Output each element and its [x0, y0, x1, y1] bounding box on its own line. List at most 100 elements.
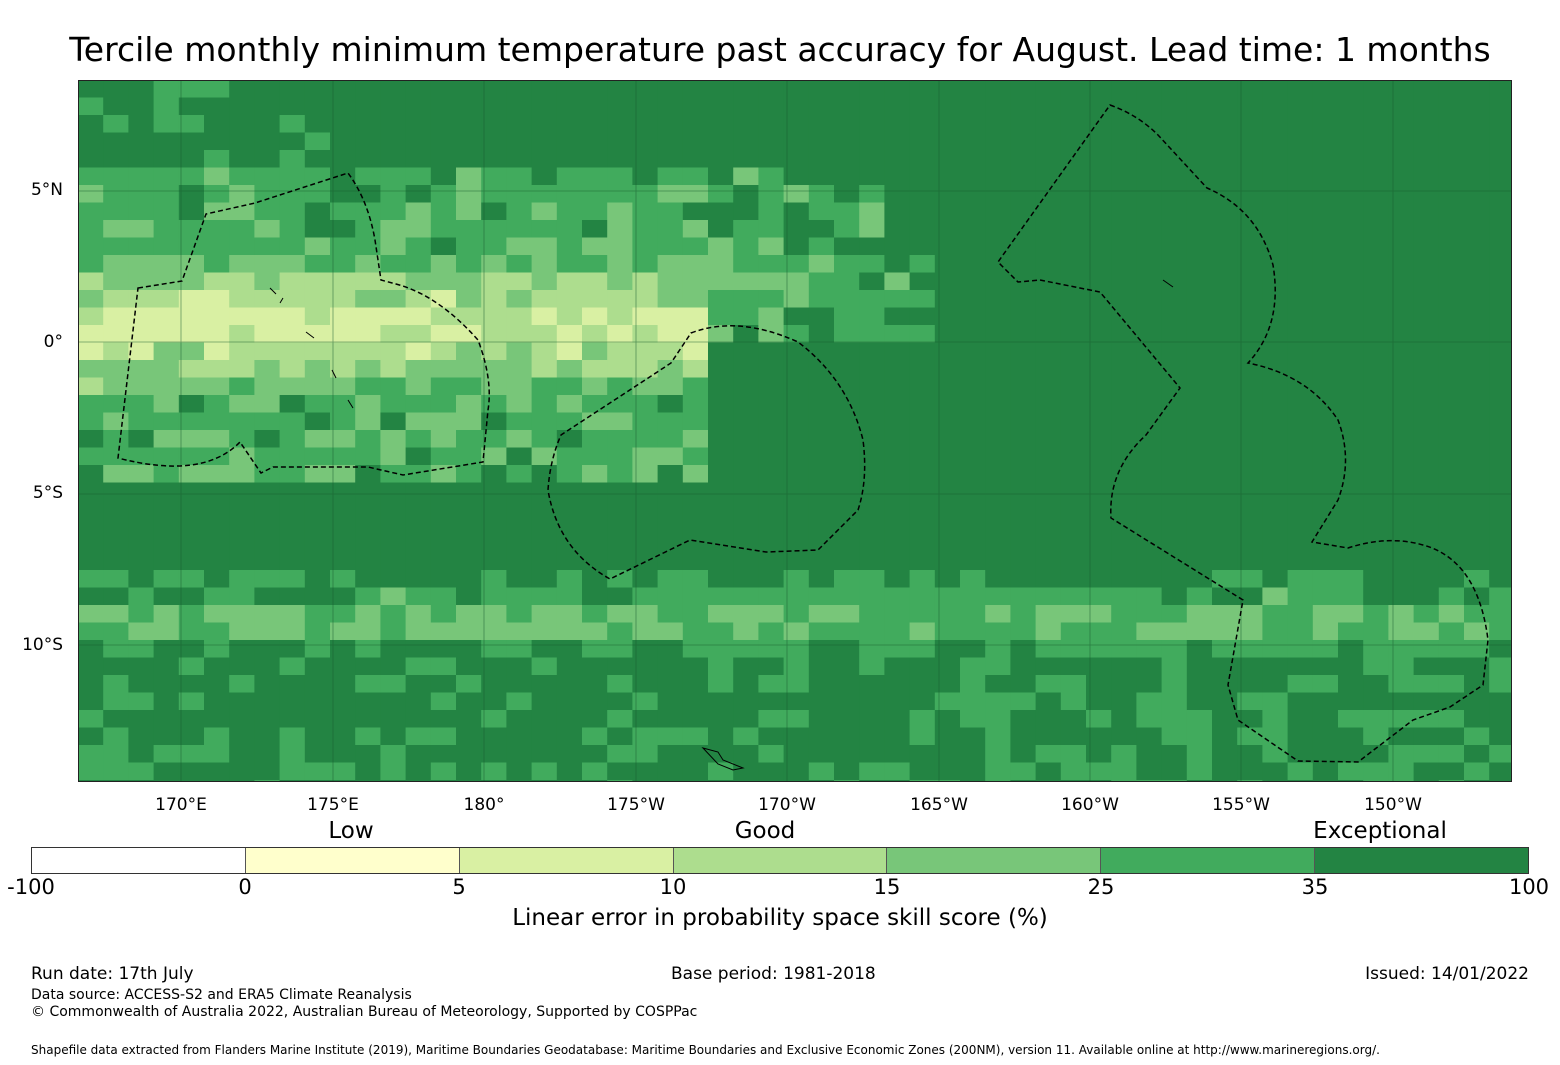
grid-cell	[506, 622, 533, 641]
grid-cell	[909, 377, 936, 396]
grid-cell	[531, 727, 558, 746]
grid-cell	[506, 535, 533, 554]
grid-cell	[355, 412, 381, 431]
lon-label: 170°W	[758, 795, 816, 815]
grid-cell	[682, 675, 709, 694]
grid-cell	[1489, 762, 1512, 781]
grid-cell	[1438, 710, 1465, 729]
grid-cell	[1212, 255, 1238, 274]
grid-cell	[481, 255, 507, 274]
grid-cell	[1136, 185, 1163, 204]
grid-cell	[1413, 622, 1440, 641]
grid-cell	[884, 237, 911, 256]
grid-cell	[405, 500, 432, 519]
grid-cell	[708, 342, 734, 361]
grid-cell	[430, 307, 457, 326]
grid-cell	[1413, 605, 1440, 624]
grid-cell	[1388, 447, 1415, 466]
grid-cell	[884, 727, 911, 746]
grid-cell	[859, 272, 885, 291]
grid-cell	[153, 115, 180, 134]
grid-cell	[1161, 132, 1188, 151]
grid-cell	[1161, 290, 1188, 309]
grid-cell	[304, 150, 331, 169]
grid-cell	[204, 692, 230, 711]
grid-cell	[456, 640, 482, 659]
grid-cell	[733, 570, 759, 589]
grid-cell	[1413, 517, 1440, 536]
colorbar-segment	[1315, 848, 1529, 873]
grid-cell	[1312, 762, 1339, 781]
grid-cell	[1312, 412, 1339, 431]
grid-cell	[1060, 132, 1087, 151]
grid-cell	[380, 97, 407, 116]
grid-cell	[1312, 587, 1339, 606]
grid-cell	[1111, 570, 1137, 589]
grid-cell	[607, 255, 633, 274]
grid-cell	[481, 710, 507, 729]
grid-cell	[506, 202, 533, 221]
grid-cell	[330, 675, 356, 694]
grid-cell	[456, 97, 482, 116]
grid-cell	[783, 535, 810, 554]
grid-cell	[758, 272, 785, 291]
grid-cell	[1312, 482, 1339, 501]
grid-cell	[1413, 360, 1440, 379]
grid-cell	[960, 272, 986, 291]
grid-cell	[708, 727, 734, 746]
grid-cell	[128, 622, 155, 641]
grid-cell	[405, 395, 432, 414]
grid-cell	[204, 132, 230, 151]
grid-cell	[708, 412, 734, 431]
grid-cell	[934, 360, 961, 379]
grid-cell	[556, 202, 583, 221]
grid-cell	[330, 762, 356, 781]
grid-cell	[1464, 762, 1490, 781]
grid-cell	[128, 675, 155, 694]
grid-cell	[254, 185, 281, 204]
grid-cell	[380, 482, 407, 501]
grid-cell	[682, 745, 709, 764]
grid-cell	[1287, 97, 1314, 116]
grid-cell	[279, 465, 306, 484]
grid-cell	[934, 500, 961, 519]
grid-cell	[405, 727, 432, 746]
grid-cell	[1388, 535, 1415, 554]
grid-cell	[1489, 535, 1512, 554]
grid-cell	[481, 412, 507, 431]
grid-cell	[1464, 325, 1490, 344]
grid-cell	[632, 97, 659, 116]
grid-cell	[1388, 395, 1415, 414]
grid-cell	[103, 150, 129, 169]
grid-cell	[531, 412, 558, 431]
grid-cell	[934, 605, 961, 624]
grid-cell	[1262, 167, 1289, 186]
grid-cell	[733, 780, 759, 782]
grid-cell	[1464, 552, 1490, 571]
grid-cell	[481, 657, 507, 676]
grid-cell	[934, 657, 961, 676]
grid-cell	[153, 377, 180, 396]
grid-cell	[380, 342, 407, 361]
grid-cell	[1338, 307, 1364, 326]
grid-cell	[783, 570, 810, 589]
grid-cell	[1212, 622, 1238, 641]
grid-cell	[1060, 430, 1087, 449]
grid-cell	[481, 307, 507, 326]
grid-cell	[808, 342, 835, 361]
grid-cell	[1010, 675, 1037, 694]
grid-cell	[153, 727, 180, 746]
grid-cell	[254, 465, 281, 484]
grid-cell	[380, 395, 407, 414]
grid-cell	[1161, 552, 1188, 571]
grid-cell	[1287, 482, 1314, 501]
grid-cell	[1287, 115, 1314, 134]
grid-cell	[1363, 605, 1389, 624]
grid-cell	[304, 360, 331, 379]
grid-cell	[1010, 237, 1037, 256]
grid-cell	[985, 377, 1011, 396]
grid-cell	[909, 482, 936, 501]
grid-cell	[909, 360, 936, 379]
grid-cell	[1489, 360, 1512, 379]
grid-cell	[708, 430, 734, 449]
